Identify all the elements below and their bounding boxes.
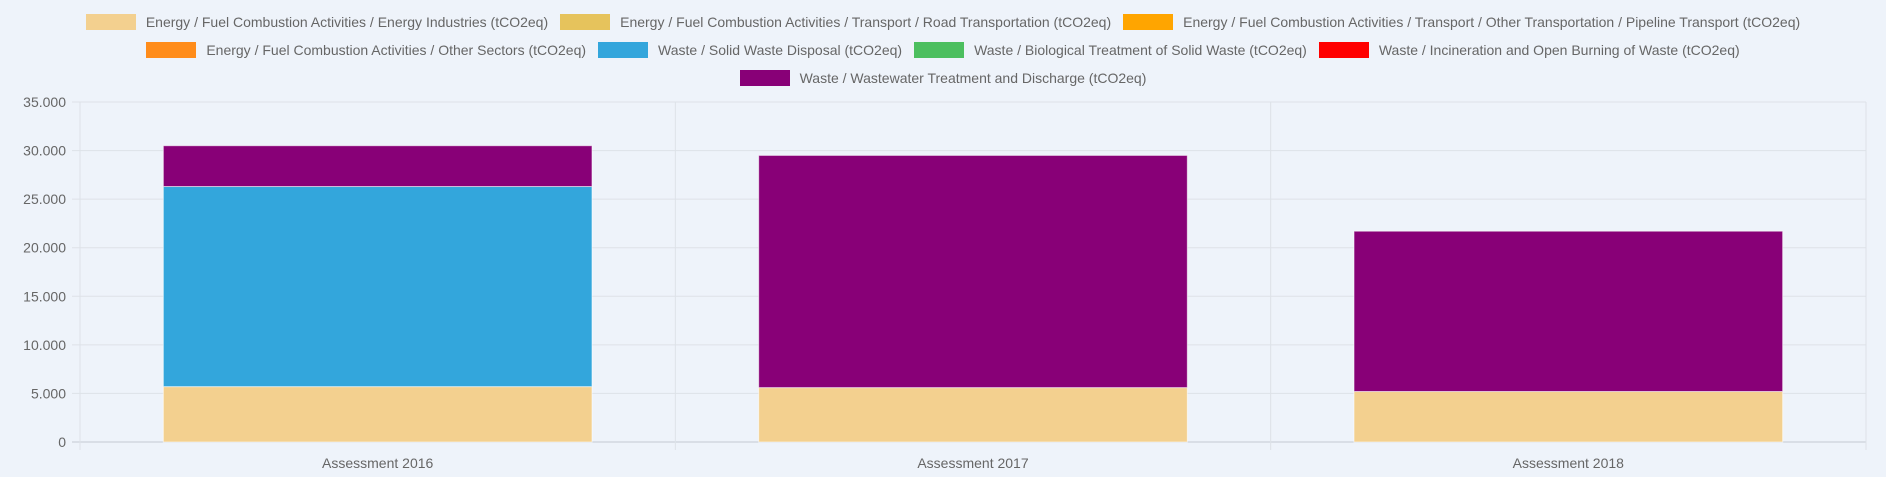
legend-swatch bbox=[739, 70, 790, 86]
y-tick-label: 10.000 bbox=[23, 337, 66, 353]
y-tick-label: 0 bbox=[58, 434, 66, 450]
legend-label: Waste / Biological Treatment of Solid Wa… bbox=[974, 42, 1307, 58]
legend-item[interactable]: Energy / Fuel Combustion Activities / Tr… bbox=[1123, 12, 1800, 32]
bar-segment bbox=[1353, 390, 1784, 443]
bar-segment bbox=[162, 386, 593, 443]
legend-item[interactable]: Waste / Incineration and Open Burning of… bbox=[1318, 40, 1740, 60]
x-tick-label: Assessment 2016 bbox=[322, 455, 433, 471]
bar-segment bbox=[758, 387, 1188, 443]
legend-item[interactable]: Waste / Wastewater Treatment and Dischar… bbox=[739, 68, 1147, 88]
legend-label: Waste / Wastewater Treatment and Dischar… bbox=[799, 70, 1147, 86]
bar-segment bbox=[758, 154, 1188, 389]
x-tick-label: Assessment 2017 bbox=[917, 455, 1028, 471]
legend-swatch bbox=[1318, 42, 1369, 58]
legend-label: Energy / Fuel Combustion Activities / En… bbox=[145, 14, 549, 30]
y-tick-label: 35.000 bbox=[23, 94, 66, 110]
y-tick-label: 5.000 bbox=[31, 385, 66, 401]
legend-item[interactable]: Energy / Fuel Combustion Activities / En… bbox=[85, 12, 549, 32]
legend-label: Energy / Fuel Combustion Activities / Tr… bbox=[1183, 14, 1801, 30]
bar-segment bbox=[162, 145, 593, 188]
legend-swatch bbox=[1123, 14, 1174, 30]
x-tick-label: Assessment 2018 bbox=[1513, 455, 1624, 471]
legend-label: Waste / Solid Waste Disposal (tCO2eq) bbox=[658, 42, 903, 58]
legend-item[interactable]: Waste / Biological Treatment of Solid Wa… bbox=[914, 40, 1307, 60]
legend-label: Energy / Fuel Combustion Activities / Ot… bbox=[206, 42, 587, 58]
legend-item[interactable]: Energy / Fuel Combustion Activities / Ot… bbox=[146, 40, 586, 60]
legend-item[interactable]: Waste / Solid Waste Disposal (tCO2eq) bbox=[598, 40, 902, 60]
bar-segment bbox=[162, 186, 593, 388]
legend-swatch bbox=[914, 42, 965, 58]
y-tick-label: 30.000 bbox=[23, 143, 66, 159]
legend-item[interactable]: Energy / Fuel Combustion Activities / Tr… bbox=[560, 12, 1111, 32]
legend-swatch bbox=[85, 14, 136, 30]
bar-segment bbox=[1353, 230, 1784, 392]
legend-swatch bbox=[560, 14, 611, 30]
legend-label: Energy / Fuel Combustion Activities / Tr… bbox=[620, 14, 1112, 30]
y-tick-label: 25.000 bbox=[23, 191, 66, 207]
y-tick-label: 20.000 bbox=[23, 240, 66, 256]
y-tick-label: 15.000 bbox=[23, 288, 66, 304]
chart-legend: Energy / Fuel Combustion Activities / En… bbox=[20, 12, 1866, 88]
legend-swatch bbox=[146, 42, 197, 58]
legend-label: Waste / Incineration and Open Burning of… bbox=[1378, 42, 1740, 58]
legend-swatch bbox=[598, 42, 649, 58]
